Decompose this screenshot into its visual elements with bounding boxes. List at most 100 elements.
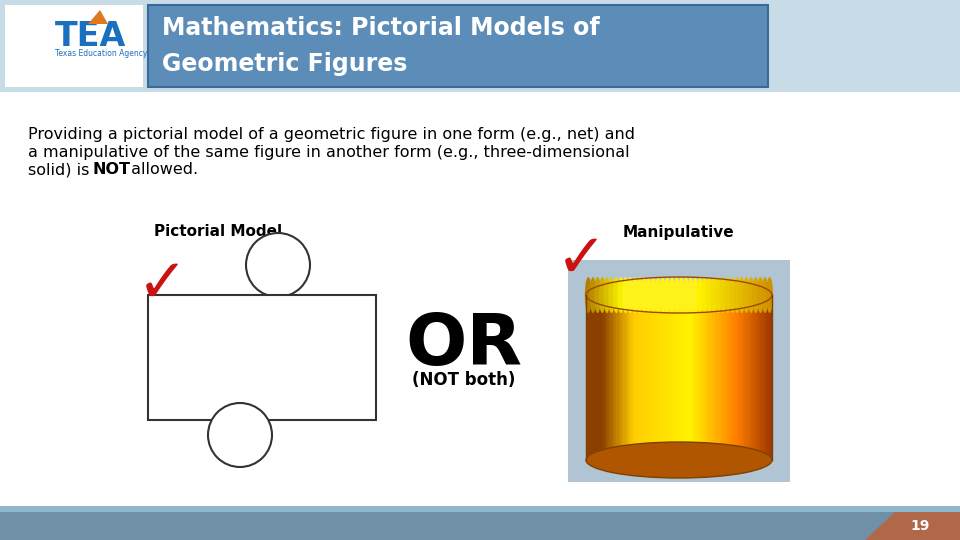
Ellipse shape — [706, 277, 712, 313]
Bar — [739, 295, 743, 460]
Bar — [590, 295, 594, 460]
Bar — [765, 295, 768, 460]
Bar — [695, 295, 698, 460]
Bar — [711, 295, 714, 460]
Ellipse shape — [738, 277, 745, 313]
Bar — [690, 295, 694, 460]
Bar — [607, 295, 610, 460]
Text: Providing a pictorial model of a geometric figure in one form (e.g., net) and: Providing a pictorial model of a geometr… — [28, 126, 635, 141]
Ellipse shape — [766, 277, 773, 313]
Ellipse shape — [756, 277, 764, 313]
Polygon shape — [88, 10, 108, 24]
Text: ✓: ✓ — [136, 255, 187, 314]
Ellipse shape — [725, 277, 732, 313]
Text: Texas Education Agency: Texas Education Agency — [55, 50, 148, 58]
Bar — [737, 295, 740, 460]
Bar — [646, 295, 650, 460]
Bar — [705, 295, 708, 460]
Bar — [148, 5, 768, 87]
Bar — [0, 512, 960, 540]
Text: NOT: NOT — [92, 163, 130, 178]
Bar — [623, 295, 626, 460]
Bar — [762, 295, 766, 460]
Bar — [651, 295, 654, 460]
Bar — [677, 295, 680, 460]
Bar — [610, 295, 612, 460]
Bar — [613, 295, 617, 460]
Bar — [718, 295, 722, 460]
Bar — [767, 295, 771, 460]
Text: a manipulative of the same figure in another form (e.g., three-dimensional: a manipulative of the same figure in ano… — [28, 145, 630, 159]
Ellipse shape — [655, 277, 661, 313]
Ellipse shape — [627, 277, 634, 313]
Ellipse shape — [673, 277, 681, 313]
Ellipse shape — [701, 277, 708, 313]
Ellipse shape — [748, 277, 755, 313]
Bar — [637, 295, 640, 460]
Bar — [656, 295, 659, 460]
Ellipse shape — [668, 277, 676, 313]
Bar — [618, 295, 622, 460]
Ellipse shape — [612, 277, 620, 313]
Bar — [742, 295, 745, 460]
Text: TEA: TEA — [55, 21, 127, 53]
Bar — [626, 295, 629, 460]
Bar — [630, 295, 634, 460]
Text: OR: OR — [405, 310, 522, 380]
Ellipse shape — [246, 233, 310, 297]
Bar — [5, 5, 143, 87]
Bar — [728, 295, 731, 460]
Text: ✓: ✓ — [556, 231, 607, 289]
Bar — [588, 295, 591, 460]
Bar — [734, 295, 738, 460]
Bar — [686, 295, 689, 460]
Ellipse shape — [710, 277, 717, 313]
Bar — [0, 0, 960, 92]
Ellipse shape — [586, 442, 772, 478]
Bar — [709, 295, 712, 460]
Ellipse shape — [761, 277, 769, 313]
Bar — [744, 295, 747, 460]
Bar — [586, 295, 589, 460]
Text: solid) is: solid) is — [28, 163, 94, 178]
Bar — [714, 295, 717, 460]
Ellipse shape — [720, 277, 727, 313]
Bar — [635, 295, 638, 460]
Bar — [693, 295, 696, 460]
Bar — [628, 295, 631, 460]
Bar — [679, 295, 683, 460]
Ellipse shape — [753, 277, 759, 313]
Text: Pictorial Model: Pictorial Model — [154, 225, 282, 240]
Bar — [670, 295, 673, 460]
Bar — [760, 295, 763, 460]
Bar — [593, 295, 596, 460]
Bar — [654, 295, 657, 460]
Text: (NOT both): (NOT both) — [412, 371, 516, 389]
Ellipse shape — [608, 277, 615, 313]
Ellipse shape — [729, 277, 736, 313]
Bar — [595, 295, 598, 460]
Text: Manipulative: Manipulative — [622, 225, 733, 240]
Ellipse shape — [678, 277, 684, 313]
Bar — [0, 506, 960, 512]
Ellipse shape — [594, 277, 601, 313]
Bar — [639, 295, 642, 460]
Ellipse shape — [622, 277, 629, 313]
Bar — [698, 295, 701, 460]
Ellipse shape — [585, 277, 591, 313]
Bar — [684, 295, 686, 460]
Bar — [754, 295, 756, 460]
Bar — [731, 295, 733, 460]
Bar — [633, 295, 636, 460]
Bar — [747, 295, 750, 460]
Bar — [726, 295, 729, 460]
Ellipse shape — [733, 277, 740, 313]
Ellipse shape — [715, 277, 722, 313]
Bar — [598, 295, 601, 460]
Ellipse shape — [604, 277, 611, 313]
Ellipse shape — [589, 277, 596, 313]
Bar — [667, 295, 670, 460]
Bar — [644, 295, 647, 460]
Bar — [749, 295, 752, 460]
Bar — [660, 295, 663, 460]
